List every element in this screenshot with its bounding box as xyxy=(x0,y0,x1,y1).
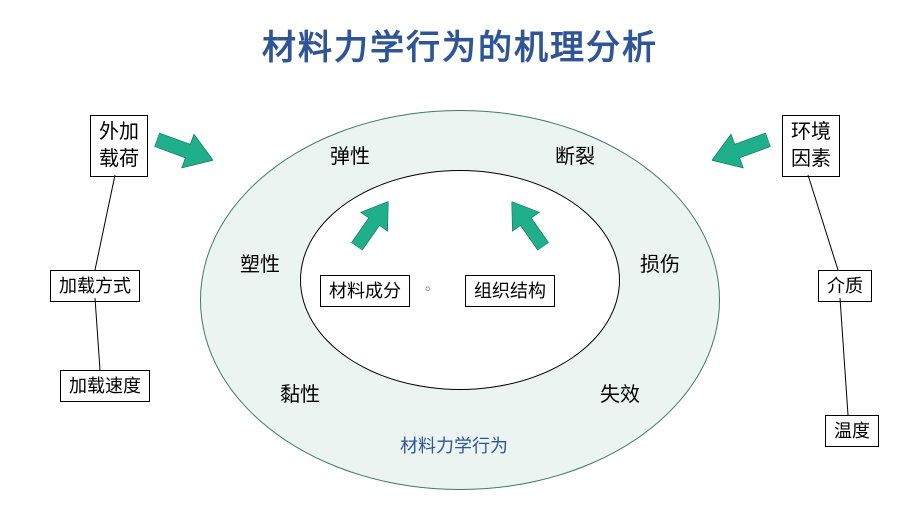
ring-label-plastic: 塑性 xyxy=(240,248,280,277)
arrow-from-env-icon xyxy=(705,121,775,179)
ring-label-damage: 损伤 xyxy=(640,248,680,277)
page-title: 材料力学行为的机理分析 xyxy=(0,20,920,69)
box-composition: 材料成分 xyxy=(320,275,410,307)
box-mode: 加载方式 xyxy=(50,270,140,302)
box-medium: 介质 xyxy=(818,270,872,302)
center-dot: 。 xyxy=(425,275,439,295)
arrow-from-load-icon xyxy=(150,121,220,179)
box-structure: 组织结构 xyxy=(465,275,555,307)
ring-caption: 材料力学行为 xyxy=(400,432,508,458)
box-env: 环境因素 xyxy=(782,115,840,177)
box-load: 外加载荷 xyxy=(90,115,148,177)
ring-label-fracture: 断裂 xyxy=(555,140,595,169)
ring-label-elastic: 弹性 xyxy=(330,140,370,169)
box-temp: 温度 xyxy=(825,415,879,447)
ring-label-viscous: 黏性 xyxy=(280,378,320,407)
ring-label-failure: 失效 xyxy=(600,378,640,407)
box-speed: 加载速度 xyxy=(60,370,150,402)
